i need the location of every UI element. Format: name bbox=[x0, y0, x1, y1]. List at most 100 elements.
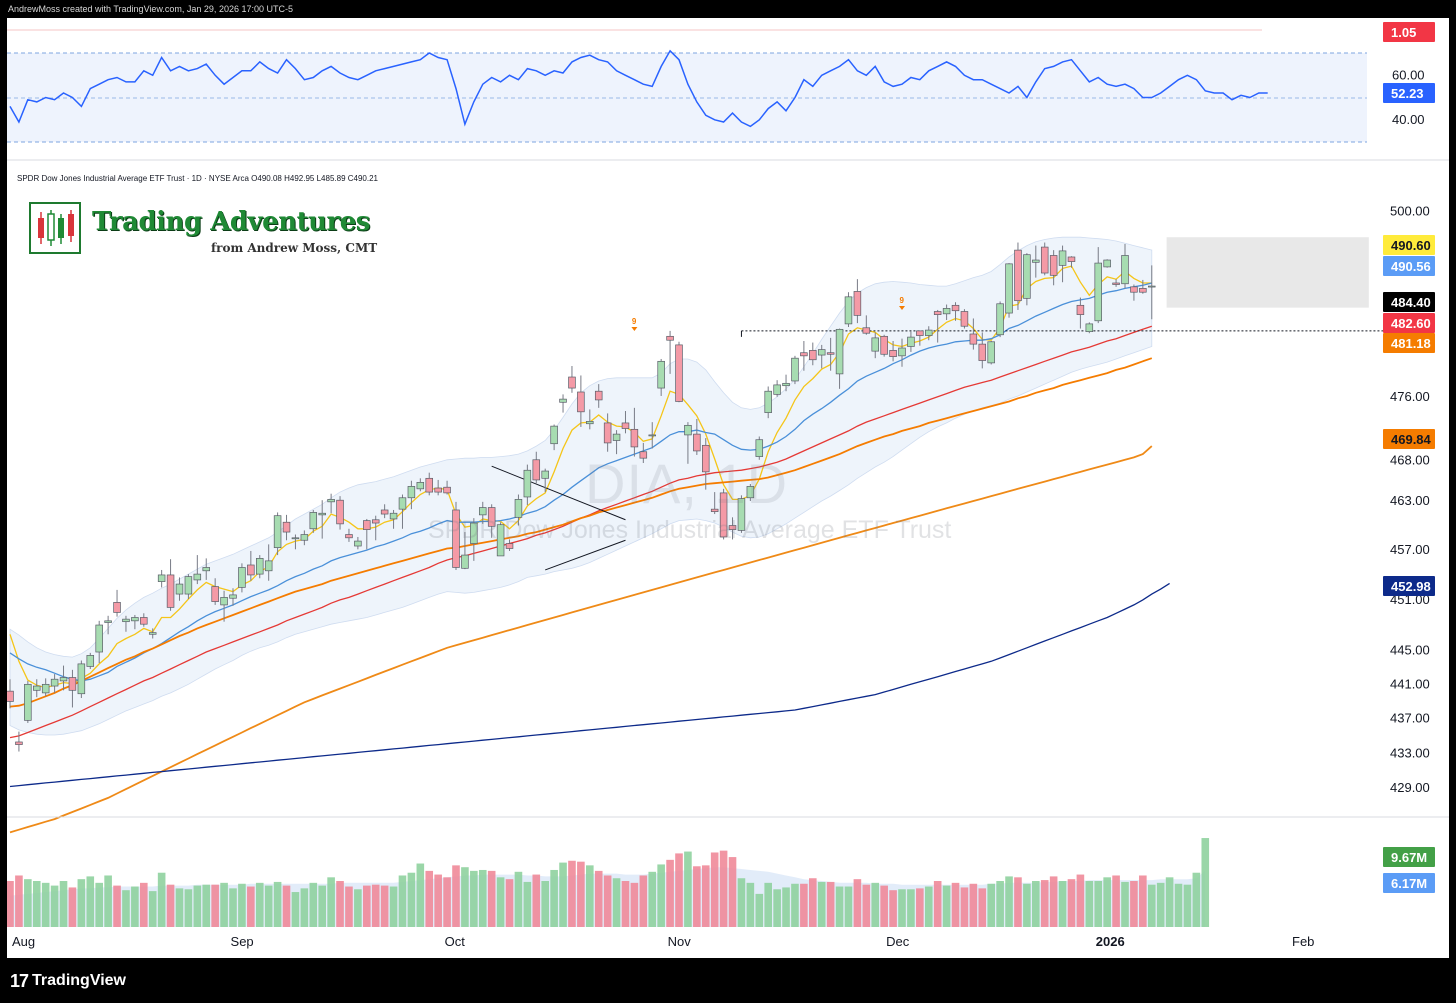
volume-bar bbox=[710, 852, 719, 927]
candle-down bbox=[363, 520, 371, 530]
candle bbox=[104, 615, 112, 635]
tradingview-footer[interactable]: 17 TradingView bbox=[10, 966, 126, 996]
ticker-legend[interactable]: SPDR Dow Jones Industrial Average ETF Tr… bbox=[17, 174, 378, 183]
volume-bar bbox=[282, 885, 291, 927]
candle-up bbox=[657, 360, 665, 389]
price-badge-label: 9.67M bbox=[1391, 850, 1427, 865]
volume-bar bbox=[1032, 881, 1040, 927]
volume-pane[interactable] bbox=[6, 838, 1210, 927]
candle bbox=[862, 315, 871, 335]
price-pane[interactable]: 99 bbox=[6, 236, 1449, 834]
price-badge-label: 490.56 bbox=[1391, 259, 1431, 274]
candle-up bbox=[229, 594, 237, 599]
price-badge-bg bbox=[1383, 83, 1435, 103]
volume-bar bbox=[68, 887, 77, 927]
rsi-badge: 1.05 bbox=[1383, 22, 1435, 42]
candle-up bbox=[398, 497, 407, 510]
candle-down bbox=[434, 487, 442, 493]
volume-bar bbox=[238, 883, 246, 927]
candle bbox=[148, 628, 157, 639]
candle-up bbox=[835, 328, 844, 375]
candle bbox=[33, 679, 41, 698]
candle-up bbox=[773, 384, 781, 395]
annotation-layer: 99 bbox=[631, 296, 905, 331]
candle bbox=[1103, 259, 1111, 268]
price-badge-label: 1.05 bbox=[1391, 25, 1416, 40]
candle bbox=[6, 679, 14, 709]
price-badge-label: 482.60 bbox=[1391, 316, 1431, 331]
candle bbox=[220, 590, 228, 622]
volume-bar bbox=[817, 881, 826, 927]
candle bbox=[273, 512, 282, 556]
candle bbox=[648, 422, 656, 449]
chart-svg: 99 500.00476.00468.00463.00457.00451.004… bbox=[6, 22, 1449, 949]
candle bbox=[764, 386, 772, 419]
candle-down bbox=[577, 391, 585, 413]
volume-bar bbox=[363, 885, 371, 927]
volume-bar bbox=[1192, 872, 1201, 927]
candle bbox=[1032, 245, 1040, 278]
volume-bar bbox=[416, 863, 425, 927]
volume-bar bbox=[398, 875, 407, 927]
volume-bar bbox=[407, 872, 416, 927]
volume-bar bbox=[550, 869, 558, 927]
candle bbox=[675, 341, 683, 403]
candle-down bbox=[594, 390, 603, 401]
price-badge: 484.40 bbox=[1383, 292, 1435, 312]
candle bbox=[461, 532, 469, 570]
candle-up bbox=[300, 534, 309, 541]
candle-down bbox=[1130, 286, 1138, 293]
volume-bar bbox=[1023, 883, 1031, 927]
sequential-count-label: 9 bbox=[900, 296, 905, 305]
candle bbox=[791, 355, 799, 385]
time-tick-label: Dec bbox=[886, 934, 910, 949]
volume-bar bbox=[1040, 880, 1049, 927]
candle-down bbox=[1139, 288, 1147, 293]
candle-up bbox=[817, 349, 826, 356]
time-tick-label: Feb bbox=[1292, 934, 1314, 949]
price-badges: 490.60 490.56 484.40 482.60 481.18 469.84 452.… bbox=[1383, 22, 1435, 893]
candle-up bbox=[871, 337, 879, 352]
volume-bar bbox=[675, 853, 683, 927]
candle bbox=[1023, 253, 1031, 306]
price-badge-bg bbox=[1383, 847, 1435, 867]
candle bbox=[15, 731, 23, 752]
volume-bar bbox=[880, 885, 888, 927]
time-axis[interactable]: Aug Sep Oct Nov Dec 2026 Feb bbox=[12, 934, 1314, 949]
consolidation-box bbox=[1166, 237, 1369, 308]
candle-down bbox=[1040, 246, 1049, 274]
candle-up bbox=[193, 573, 202, 581]
rsi-pane[interactable] bbox=[7, 29, 1449, 161]
price-tick-label: 433.00 bbox=[1390, 745, 1430, 760]
volume-bar bbox=[327, 877, 335, 927]
price-badge-label: 469.84 bbox=[1391, 432, 1432, 447]
candle-up bbox=[318, 512, 326, 516]
price-badge-label: 484.40 bbox=[1391, 295, 1431, 310]
volume-bar bbox=[889, 890, 897, 927]
price-tick-label: 468.00 bbox=[1390, 453, 1430, 468]
volume-bar bbox=[1067, 879, 1076, 927]
candle-up bbox=[907, 336, 915, 347]
candle bbox=[853, 279, 862, 324]
consolidation-layer bbox=[1166, 237, 1369, 308]
candle-down bbox=[336, 499, 344, 525]
rsi-axis[interactable]: 60.00 40.00 bbox=[1392, 67, 1425, 127]
candle-layer bbox=[6, 242, 1156, 752]
volume-bar bbox=[15, 875, 23, 927]
candle bbox=[336, 496, 344, 530]
candle-up bbox=[648, 434, 656, 437]
volume-bar bbox=[791, 883, 799, 927]
price-tick-label: 463.00 bbox=[1390, 493, 1430, 508]
candle bbox=[514, 494, 523, 526]
candle-up bbox=[1103, 259, 1111, 268]
volume-bar bbox=[666, 859, 674, 927]
ma-orange-slow-line bbox=[9, 445, 1153, 834]
volume-bar bbox=[487, 870, 496, 927]
volume-bar bbox=[1014, 877, 1022, 927]
candle-up bbox=[1023, 254, 1031, 299]
candle-up bbox=[996, 303, 1004, 336]
time-tick-label: Aug bbox=[12, 934, 35, 949]
candle bbox=[621, 411, 630, 434]
volume-bar bbox=[809, 878, 817, 927]
